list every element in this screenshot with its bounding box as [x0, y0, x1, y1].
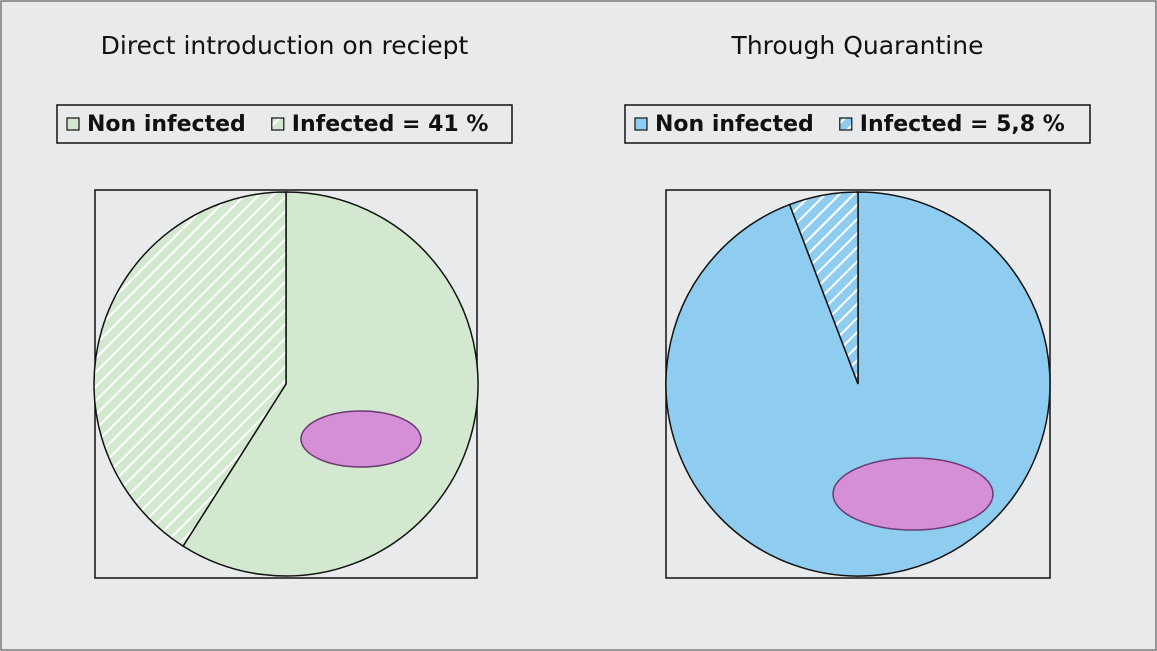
- page: Direct introduction on reciept Non infect…: [0, 0, 1157, 651]
- legend-swatch: [67, 118, 79, 130]
- legend-swatch: [840, 118, 852, 130]
- legend-label: Non infected: [87, 112, 246, 137]
- pig-sleeping: [833, 458, 993, 530]
- chart-title: Through Quarantine: [731, 31, 984, 60]
- chart: Direct introduction on reciept Non infect…: [0, 0, 1157, 651]
- legend-swatch: [635, 118, 647, 130]
- chart-title: Direct introduction on reciept: [101, 31, 469, 60]
- legend-label: Infected = 5,8 %: [860, 112, 1065, 137]
- pig-sleeping: [301, 411, 421, 467]
- legend-label: Infected = 41 %: [292, 112, 489, 137]
- legend-label: Non infected: [655, 112, 814, 137]
- legend-swatch: [272, 118, 284, 130]
